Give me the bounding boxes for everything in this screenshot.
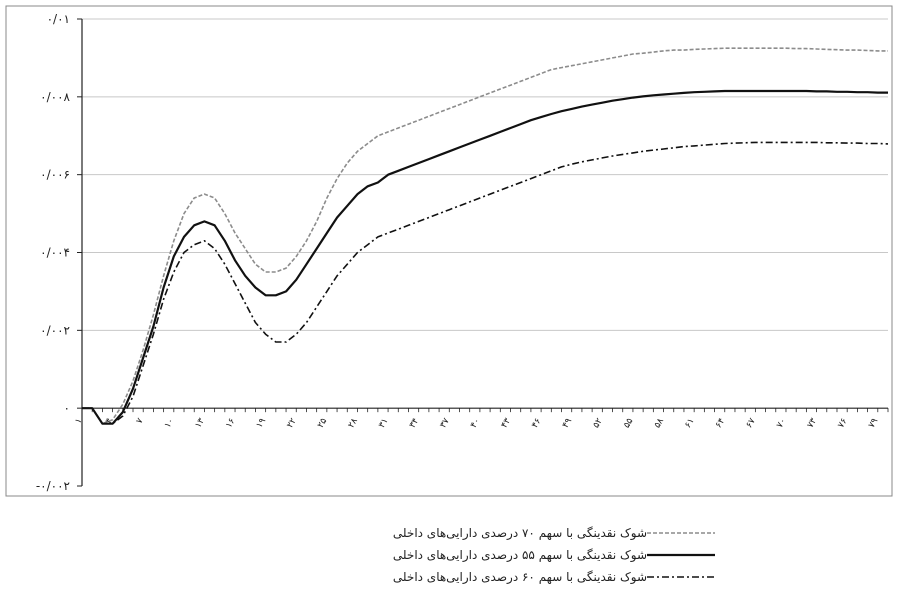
series-line-solid — [82, 89, 888, 425]
x-tick-label: ۷۹ — [867, 417, 881, 431]
legend-item-70: شوک نقدینگی با سهم ۷۰ درصدی دارایی‌های د… — [295, 522, 715, 544]
y-tick-label: ۰/۰۰۲ — [40, 323, 70, 337]
x-tick-label: ۳۱ — [377, 417, 390, 430]
y-tick-label: ۰/۰۰۶ — [40, 168, 70, 182]
x-tick-label: ۷۰ — [775, 417, 788, 430]
legend-label-60: شوک نقدینگی با سهم ۶۰ درصدی دارایی‌های د… — [392, 570, 647, 584]
x-tick-label: ۴۹ — [561, 417, 575, 431]
x-tick-label: ۳۷ — [438, 417, 452, 431]
legend-swatch-dashed — [647, 532, 715, 534]
x-tick-label: ۶۱ — [683, 417, 696, 430]
x-tick-label: ۷۶ — [836, 417, 850, 431]
x-tick-label: ۱ — [74, 417, 85, 426]
x-tick-label: ۱۶ — [224, 417, 238, 431]
legend-swatch-solid — [647, 553, 715, 557]
series-layer — [82, 47, 889, 425]
series-line-dashdot — [82, 141, 889, 425]
x-tick-label: ۶۴ — [714, 417, 728, 431]
legend-label-70: شوک نقدینگی با سهم ۷۰ درصدی دارایی‌های د… — [392, 526, 647, 540]
x-tick-label: ۲۸ — [347, 417, 361, 431]
x-tick-label: ۶۷ — [744, 417, 758, 431]
legend-item-60: شوک نقدینگی با سهم ۶۰ درصدی دارایی‌های د… — [295, 566, 715, 588]
legend-label-55: شوک نقدینگی با سهم ۵۵ درصدی دارایی‌های د… — [392, 548, 647, 562]
y-tick-label: -۰/۰۰۲ — [36, 479, 70, 493]
y-tick-label: ۰/۰۱ — [47, 12, 70, 26]
x-tick-label: ۵۲ — [591, 417, 605, 431]
chart-border — [5, 5, 893, 497]
x-tick-label: ۷۳ — [806, 417, 820, 431]
x-tick-label: ۱۳ — [194, 417, 208, 431]
x-tick-label: ۲۵ — [316, 417, 330, 431]
y-tick-label: ۰ — [64, 401, 70, 415]
x-tick-label: ۵۸ — [653, 417, 667, 431]
x-tick-label: ۳۴ — [408, 417, 422, 431]
x-tick-label: ۷ — [135, 417, 146, 426]
series-line-dashed — [82, 47, 888, 425]
legend: شوک نقدینگی با سهم ۷۰ درصدی دارایی‌های د… — [295, 522, 715, 588]
gridlines — [82, 18, 888, 331]
y-tick-label: ۰/۰۰۸ — [40, 90, 70, 104]
x-axis: ۱ ۴ ۷ ۱۰ ۱۳ ۱۶ ۱۹ ۲۲ ۲۵ ۲۸ ۳۱ ۳۴ ۳۷ ۴۰ ۴۳ ۴۶ ۴۹ ۵۲ ۵۵ ۵۸ ۶۱ ۶… — [74, 407, 889, 431]
x-tick-label: ۱۹ — [255, 417, 269, 431]
y-tick-label: ۰/۰۰۴ — [40, 246, 70, 260]
x-tick-label: ۴۳ — [500, 417, 514, 431]
x-tick-label: ۵۵ — [622, 417, 636, 431]
x-tick-label: ۲۲ — [285, 417, 299, 431]
x-tick-label: ۴۰ — [469, 417, 482, 430]
x-tick-label: ۴۶ — [530, 417, 544, 431]
legend-item-55: شوک نقدینگی با سهم ۵۵ درصدی دارایی‌های د… — [295, 544, 715, 566]
x-tick-label: ۱۰ — [163, 417, 176, 430]
legend-swatch-dashdot — [647, 576, 715, 578]
